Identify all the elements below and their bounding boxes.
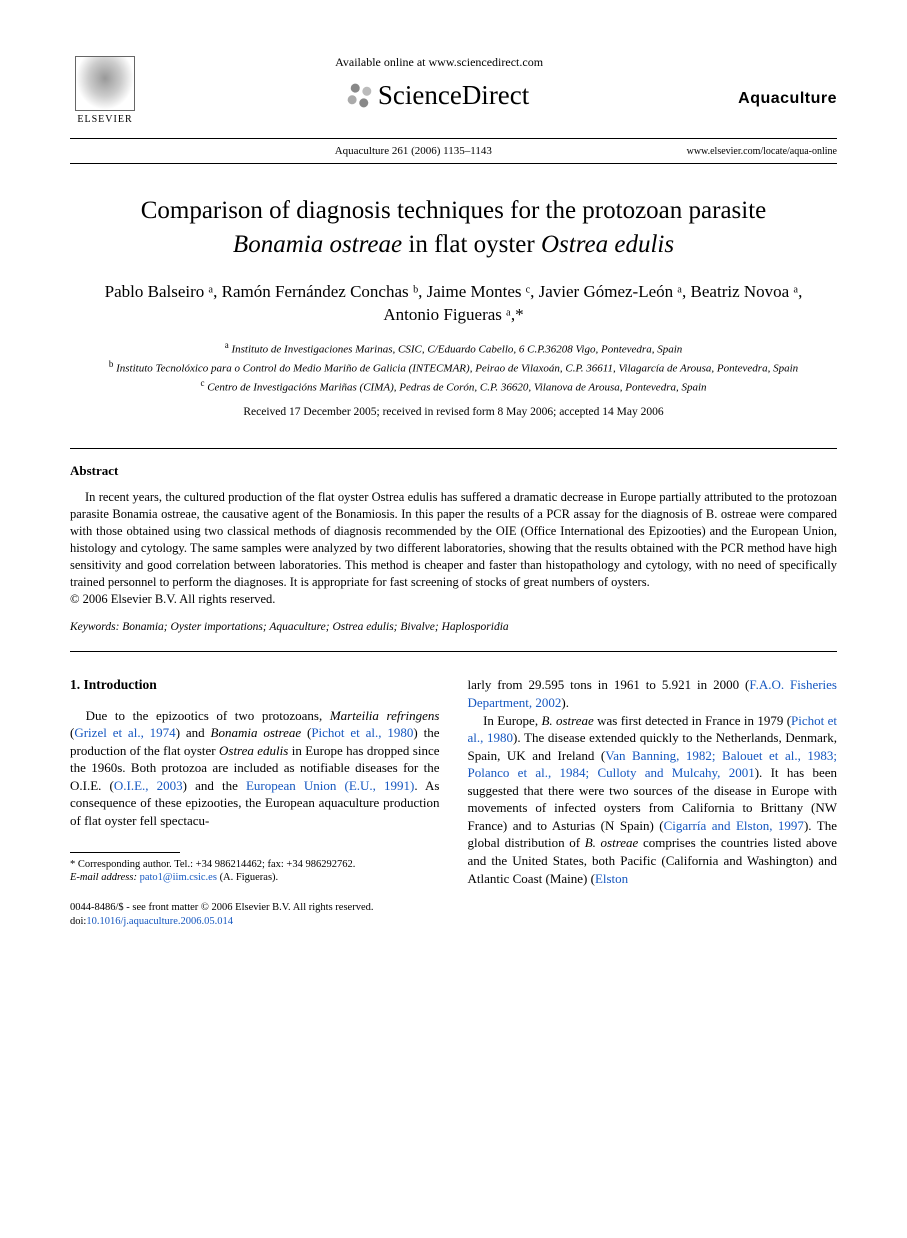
body-columns: 1. Introduction Due to the epizootics of…: [70, 676, 837, 887]
intro-paragraph-1-cont: larly from 29.595 tons in 1961 to 5.921 …: [468, 676, 838, 711]
corr-author-email-line: E-mail address: pato1@iim.csic.es (A. Fi…: [70, 871, 440, 885]
footnote-separator: [70, 852, 180, 853]
affiliation-c: c Centro de Investigacións Mariñas (CIMA…: [100, 377, 807, 396]
sciencedirect-text: ScienceDirect: [378, 80, 529, 111]
keywords-label: Keywords:: [70, 621, 119, 633]
sciencedirect-dots-icon: [346, 83, 372, 109]
abstract-rule-top: [70, 448, 837, 449]
publisher-logo: ELSEVIER: [70, 50, 140, 130]
elsevier-tree-icon: [75, 56, 135, 111]
affiliation-a: a Instituto de Investigaciones Marinas, …: [100, 339, 807, 358]
header: ELSEVIER Available online at www.science…: [70, 50, 837, 130]
title-mid: in flat oyster: [402, 231, 541, 258]
article-title: Comparison of diagnosis techniques for t…: [90, 194, 817, 262]
header-rule-bottom: [70, 163, 837, 164]
issn-line: 0044-8486/$ - see front matter © 2006 El…: [70, 901, 837, 915]
doi-link[interactable]: 10.1016/j.aquaculture.2006.05.014: [86, 916, 233, 927]
citation-link[interactable]: Pichot et al., 1980: [311, 725, 413, 740]
sciencedirect-logo: ScienceDirect: [140, 80, 738, 111]
citation-link[interactable]: European Union (E.U., 1991): [246, 778, 414, 793]
citation-link[interactable]: Cigarría and Elston, 1997: [664, 818, 804, 833]
journal-reference: Aquaculture 261 (2006) 1135–1143: [140, 145, 687, 157]
corresponding-author-footnote: * Corresponding author. Tel.: +34 986214…: [70, 858, 440, 885]
page-footer: 0044-8486/$ - see front matter © 2006 El…: [70, 901, 837, 928]
citation-link[interactable]: O.I.E., 2003: [114, 778, 183, 793]
authors: Pablo Balseiro ᵃ, Ramón Fernández Concha…: [90, 280, 817, 328]
intro-paragraph-1: Due to the epizootics of two protozoans,…: [70, 707, 440, 830]
affiliations: a Instituto de Investigaciones Marinas, …: [100, 339, 807, 396]
journal-info-row: Aquaculture 261 (2006) 1135–1143 www.els…: [70, 145, 837, 157]
section-heading-introduction: 1. Introduction: [70, 676, 440, 694]
citation-link[interactable]: Grizel et al., 1974: [74, 725, 175, 740]
publisher-name: ELSEVIER: [77, 114, 132, 125]
email-link[interactable]: pato1@iim.csic.es: [140, 872, 217, 883]
header-rule-top: [70, 138, 837, 139]
abstract-body: In recent years, the cultured production…: [70, 489, 837, 590]
column-right: larly from 29.595 tons in 1961 to 5.921 …: [468, 676, 838, 887]
available-online-text: Available online at www.sciencedirect.co…: [140, 55, 738, 70]
header-center: Available online at www.sciencedirect.co…: [140, 50, 738, 111]
abstract-copyright: © 2006 Elsevier B.V. All rights reserved…: [70, 592, 837, 607]
title-line1: Comparison of diagnosis techniques for t…: [141, 197, 767, 224]
citation-link[interactable]: Elston: [595, 871, 628, 886]
journal-url[interactable]: www.elsevier.com/locate/aqua-online: [687, 146, 837, 157]
article-dates: Received 17 December 2005; received in r…: [70, 406, 837, 418]
title-species-1: Bonamia ostreae: [233, 231, 402, 258]
journal-brand: Aquaculture: [738, 50, 837, 108]
corr-author-contact: * Corresponding author. Tel.: +34 986214…: [70, 858, 440, 872]
title-species-2: Ostrea edulis: [541, 231, 674, 258]
keywords: Keywords: Bonamia; Oyster importations; …: [70, 621, 837, 633]
column-left: 1. Introduction Due to the epizootics of…: [70, 676, 440, 887]
abstract-rule-bottom: [70, 651, 837, 652]
abstract-heading: Abstract: [70, 463, 837, 479]
doi-line: doi:10.1016/j.aquaculture.2006.05.014: [70, 915, 837, 929]
affiliation-b: b Instituto Tecnolóxico para o Control d…: [100, 358, 807, 377]
intro-paragraph-2: In Europe, B. ostreae was first detected…: [468, 712, 838, 887]
keywords-list: Bonamia; Oyster importations; Aquacultur…: [122, 621, 508, 633]
